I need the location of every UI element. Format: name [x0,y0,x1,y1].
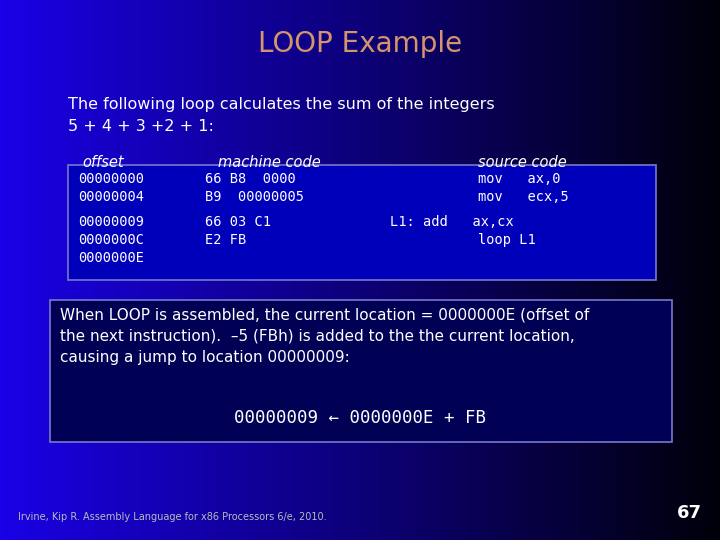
Text: 00000009: 00000009 [78,215,144,229]
Text: offset: offset [82,155,124,170]
Text: 0000000E: 0000000E [78,251,144,265]
Text: When LOOP is assembled, the current location = 0000000E (offset of
the next inst: When LOOP is assembled, the current loca… [60,307,589,365]
Text: 00000000: 00000000 [78,172,144,186]
Text: Irvine, Kip R. Assembly Language for x86 Processors 6/e, 2010.: Irvine, Kip R. Assembly Language for x86… [18,512,327,522]
Text: mov   ax,0: mov ax,0 [478,172,560,186]
Text: 66 B8  0000: 66 B8 0000 [205,172,296,186]
FancyBboxPatch shape [50,300,672,442]
Text: E2 FB: E2 FB [205,233,246,247]
Text: The following loop calculates the sum of the integers
5 + 4 + 3 +2 + 1:: The following loop calculates the sum of… [68,97,495,134]
Text: source code: source code [478,155,567,170]
Text: machine code: machine code [218,155,320,170]
Text: B9  00000005: B9 00000005 [205,190,304,204]
Text: 0000000C: 0000000C [78,233,144,247]
Text: mov   ecx,5: mov ecx,5 [478,190,569,204]
Text: 66 03 C1: 66 03 C1 [205,215,271,229]
Text: 00000004: 00000004 [78,190,144,204]
Text: L1: add   ax,cx: L1: add ax,cx [390,215,514,229]
Text: 67: 67 [677,504,702,522]
FancyBboxPatch shape [68,165,656,280]
Text: loop L1: loop L1 [478,233,536,247]
Text: LOOP Example: LOOP Example [258,30,462,58]
Text: 00000009 ← 0000000E + FB: 00000009 ← 0000000E + FB [234,409,486,427]
